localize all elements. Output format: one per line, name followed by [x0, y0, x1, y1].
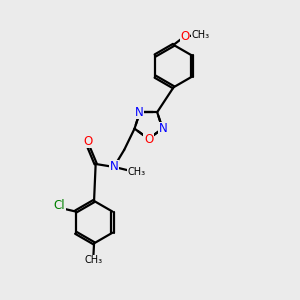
Text: CH₃: CH₃ — [192, 31, 210, 40]
Text: Cl: Cl — [53, 200, 65, 212]
Text: N: N — [159, 122, 168, 135]
Text: N: N — [110, 160, 118, 173]
Text: CH₃: CH₃ — [128, 167, 146, 177]
Text: CH₃: CH₃ — [84, 255, 103, 266]
Text: O: O — [84, 134, 93, 148]
Text: O: O — [180, 29, 189, 43]
Text: N: N — [135, 106, 143, 119]
Text: O: O — [144, 133, 153, 146]
